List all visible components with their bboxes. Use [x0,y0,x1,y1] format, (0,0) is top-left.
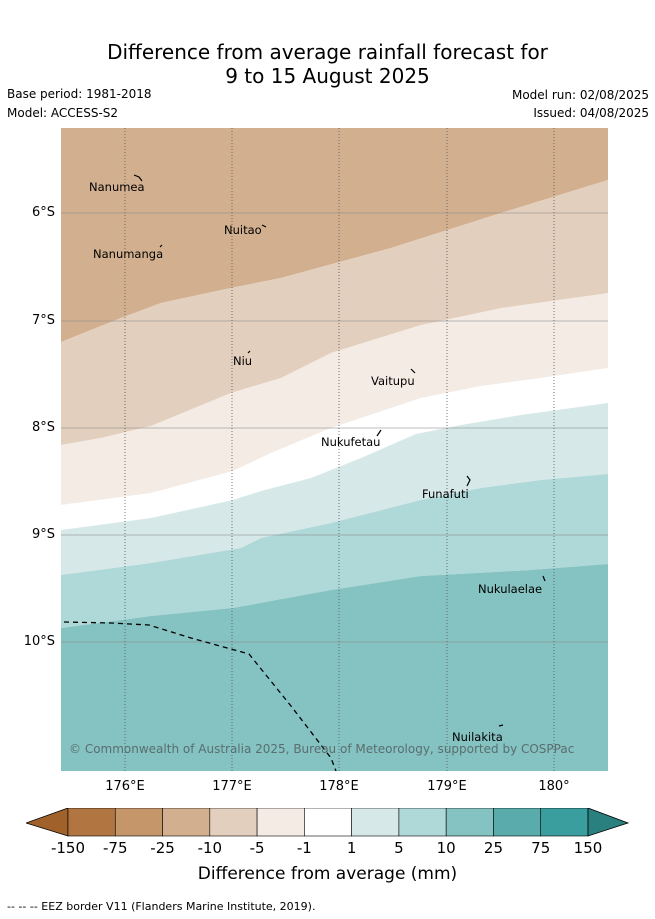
eez-footnote: -- -- -- EEZ border V11 (Flanders Marine… [7,900,316,913]
colorbar-cell [162,808,211,837]
colorbar-cell [493,808,542,837]
band-minus-10-to-minus-5 [61,180,608,445]
colorbar-cell [398,808,447,837]
island-nukulaelae [542,575,546,582]
label-nuilakita: Nuilakita [452,730,503,744]
colorbar-tick-label: -5 [249,839,265,857]
rainfall-map: Nanumea Nuitao Nanumanga Niu Vaitupu Nuk… [61,128,608,771]
lon-label-177e: 177°E [212,779,252,794]
lon-label-179e: 179°E [427,779,467,794]
lat-label-8s: 8°S [31,420,55,435]
island-nanumea [133,174,143,182]
lat-label-10s: 10°S [23,634,55,649]
longitude-gridlines [124,128,555,771]
colorbar-tick-label: 150 [573,839,603,857]
band-minus-5-to-minus-1 [61,293,608,505]
map-title: Difference from average rainfall forecas… [0,40,655,88]
lon-label-180: 180° [538,779,570,794]
lat-label-9s: 9°S [31,527,55,542]
band-minus-25-to-minus-10 [61,128,608,342]
colorbar-cells [67,808,589,837]
colorbar-cell [67,808,116,837]
island-nanumanga [159,244,163,248]
island-funafuti [466,475,471,487]
colorbar-high-arrow [587,808,630,837]
colorbar-tick-label: 10 [436,839,456,857]
colorbar-tick-label: -75 [103,839,128,857]
label-nanumea: Nanumea [89,180,145,194]
lon-label-176e: 176°E [105,779,145,794]
eez-border [63,621,337,771]
latitude-gridlines [61,212,608,643]
colorbar-low-arrow [26,808,69,837]
band-minus-1-to-1 [61,368,608,530]
island-niu [247,350,251,354]
lon-label-178e: 178°E [319,779,359,794]
lat-label-7s: 7°S [31,313,55,328]
colorbar-tick-label: 5 [394,839,404,857]
colorbar-cell [256,808,305,837]
lat-label-6s: 6°S [31,205,55,220]
label-nukulaelae: Nukulaelae [478,582,542,596]
label-niu: Niu [233,354,252,368]
colorbar-cell [304,808,352,837]
colorbar-cell [540,808,589,837]
colorbar-cell [209,808,258,837]
title-line-2: 9 to 15 August 2025 [225,64,430,88]
title-line-1: Difference from average rainfall forecas… [107,40,548,64]
island-shapes [133,174,546,727]
issued-date: Issued: 04/08/2025 [533,106,649,120]
model-name: Model: ACCESS-S2 [7,106,119,120]
band-10-to-25 [61,564,608,771]
island-vaitupu [410,368,416,374]
label-funafuti: Funafuti [422,487,469,501]
colorbar [26,808,630,837]
base-period: Base period: 1981-2018 [7,87,152,101]
colorbar-cell [351,808,400,837]
copyright-notice: © Commonwealth of Australia 2025, Bureau… [69,742,574,756]
label-nanumanga: Nanumanga [93,247,163,261]
label-nukufetau: Nukufetau [321,435,380,449]
colorbar-cell [445,808,494,837]
island-nuitao [261,224,267,228]
colorbar-tick-label: -1 [296,839,312,857]
band-5-to-10 [61,474,608,628]
colorbar-cell [114,808,163,837]
model-run: Model run: 02/08/2025 [511,88,649,102]
island-nuilakita [498,724,504,727]
island-nukufetau [376,429,382,437]
label-nuitao: Nuitao [224,223,262,237]
colorbar-tick-label: 75 [531,839,551,857]
label-vaitupu: Vaitupu [371,374,415,388]
colorbar-title: Difference from average (mm) [197,864,458,884]
band-1-to-5 [61,403,608,575]
colorbar-tick-label: -10 [197,839,223,857]
colorbar-tick-label: 1 [346,839,357,857]
colorbar-tick-label: 25 [483,839,503,857]
colorbar-tick-label: -25 [150,839,175,857]
colorbar-tick-label: -150 [50,839,86,857]
